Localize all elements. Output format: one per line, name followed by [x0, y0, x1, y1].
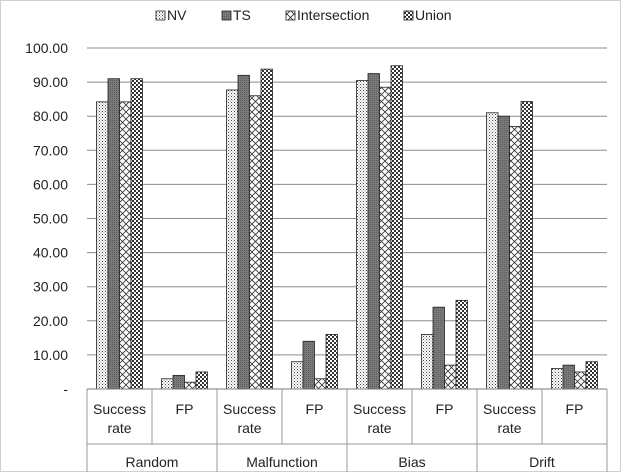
- bar-union-5: [455, 299, 468, 390]
- y-tick-label: 40.00: [33, 245, 68, 261]
- y-tick-label: 10.00: [33, 347, 68, 363]
- x-category-label: FP: [566, 401, 584, 417]
- bar-union-7: [585, 361, 598, 390]
- bar-union-1: [195, 371, 208, 390]
- legend-label-nv: NV: [167, 7, 187, 23]
- x-axis: Success rate FP Success rate FP Success rate FP S…: [86, 388, 608, 472]
- bar-intersection-7: [574, 371, 587, 390]
- x-group-label: Malfunction: [246, 454, 318, 470]
- bar-intersection-1: [184, 381, 197, 390]
- bar-nv-3: [291, 361, 304, 390]
- legend: NV TS Intersection Union: [155, 7, 452, 23]
- bar-intersection-4: [379, 86, 392, 390]
- y-tick-label: -: [63, 381, 68, 397]
- bar-union-0: [130, 78, 143, 390]
- x-category-label: FP: [176, 401, 194, 417]
- legend-swatch-nv: [155, 10, 166, 21]
- bar-ts-1: [172, 374, 185, 390]
- y-tick-label: 30.00: [33, 279, 68, 295]
- y-tick-label: 20.00: [33, 313, 68, 329]
- x-group-label: Random: [126, 454, 179, 470]
- x-group-label: Drift: [529, 454, 555, 470]
- bar-nv-6: [486, 112, 499, 390]
- y-tick-label: 100.00: [25, 40, 68, 56]
- bar-ts-7: [562, 364, 575, 390]
- legend-swatch-union: [403, 10, 414, 21]
- x-group-label: Bias: [398, 454, 425, 470]
- legend-label-intersection: Intersection: [297, 7, 369, 23]
- legend-swatch-ts: [221, 10, 232, 21]
- bar-ts-3: [302, 340, 315, 390]
- legend-swatch-intersection: [285, 10, 296, 21]
- bar-nv-2: [226, 89, 239, 390]
- x-category-label: FP: [436, 401, 454, 417]
- bar-nv-5: [421, 334, 434, 390]
- bar-nv-4: [356, 79, 369, 390]
- bar-nv-1: [161, 378, 174, 390]
- bar-ts-0: [107, 78, 120, 390]
- y-tick-label: 60.00: [33, 176, 68, 192]
- y-tick-label: 70.00: [33, 142, 68, 158]
- x-category-label: Success rate: [223, 401, 276, 436]
- x-category-label: FP: [306, 401, 324, 417]
- bar-union-3: [325, 334, 338, 390]
- legend-label-ts: TS: [233, 7, 251, 23]
- bar-nv-7: [551, 368, 564, 390]
- x-category-label: Success rate: [353, 401, 406, 436]
- bar-intersection-3: [314, 378, 327, 390]
- bar-union-2: [260, 68, 273, 390]
- bar-nv-0: [96, 101, 109, 390]
- bar-intersection-6: [509, 126, 522, 390]
- bar-ts-6: [497, 115, 510, 390]
- y-tick-label: 50.00: [33, 211, 68, 227]
- bar-union-6: [520, 101, 533, 390]
- bar-ts-4: [367, 73, 380, 390]
- bar-intersection-0: [119, 101, 132, 390]
- y-tick-label: 80.00: [33, 108, 68, 124]
- y-axis: - 10.00 20.00 30.00 40.00 50.00 60.00 70.00 80.0…: [25, 40, 68, 397]
- legend-label-union: Union: [415, 7, 452, 23]
- bar-ts-5: [432, 306, 445, 390]
- bar-ts-2: [237, 74, 250, 390]
- x-category-label: Success rate: [483, 401, 536, 436]
- x-category-label: Success rate: [93, 401, 146, 436]
- y-tick-label: 90.00: [33, 74, 68, 90]
- bar-intersection-2: [249, 95, 262, 390]
- bar-intersection-5: [444, 364, 457, 390]
- bar-union-4: [390, 65, 403, 390]
